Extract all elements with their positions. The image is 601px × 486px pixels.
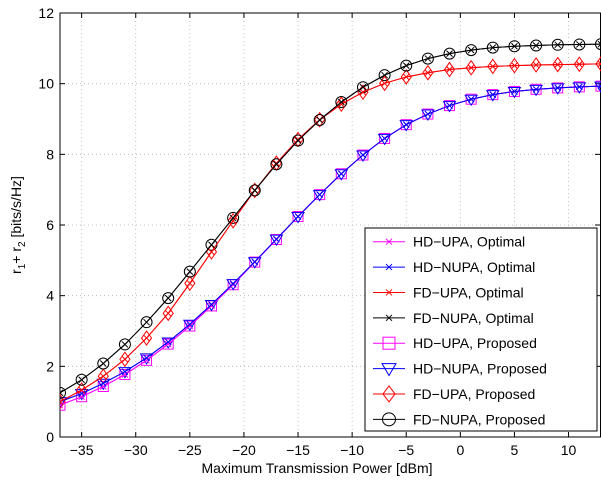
legend-label: HD−UPA, Optimal <box>413 234 525 250</box>
legend-label: HD−NUPA, Optimal <box>413 259 535 275</box>
legend-label: FD−NUPA, Proposed <box>413 411 545 427</box>
legend-label: FD−NUPA, Optimal <box>413 310 534 326</box>
x-tick-label: −10 <box>340 442 364 458</box>
y-tick-label: 12 <box>38 5 54 21</box>
y-tick-label: 6 <box>46 217 54 233</box>
x-tick-label: −15 <box>286 442 310 458</box>
x-tick-label: −5 <box>398 442 414 458</box>
y-tick-label: 8 <box>46 146 54 162</box>
legend-label: HD−UPA, Proposed <box>413 335 537 351</box>
x-tick-label: −30 <box>124 442 148 458</box>
x-axis-label: Maximum Transmission Power [dBm] <box>201 460 432 476</box>
x-tick-label: −35 <box>70 442 94 458</box>
y-tick-label: 10 <box>38 76 54 92</box>
legend-label: HD−NUPA, Proposed <box>413 361 547 377</box>
y-tick-label: 0 <box>46 429 54 445</box>
x-tick-label: −25 <box>178 442 202 458</box>
y-axis-label: r1+ r2 [bits/s/Hz] <box>8 176 28 274</box>
legend-label: FD−UPA, Proposed <box>413 386 535 402</box>
legend: HD−UPA, Optimal HD−NUPA, Optimal FD−UPA, O… <box>365 228 597 431</box>
y-tick-label: 2 <box>46 358 54 374</box>
x-tick-label: 0 <box>456 442 464 458</box>
x-tick-label: −20 <box>232 442 256 458</box>
y-tick-label: 4 <box>46 288 54 304</box>
x-tick-label: 5 <box>511 442 519 458</box>
legend-label: FD−UPA, Optimal <box>413 284 524 300</box>
x-tick-label: 10 <box>561 442 577 458</box>
